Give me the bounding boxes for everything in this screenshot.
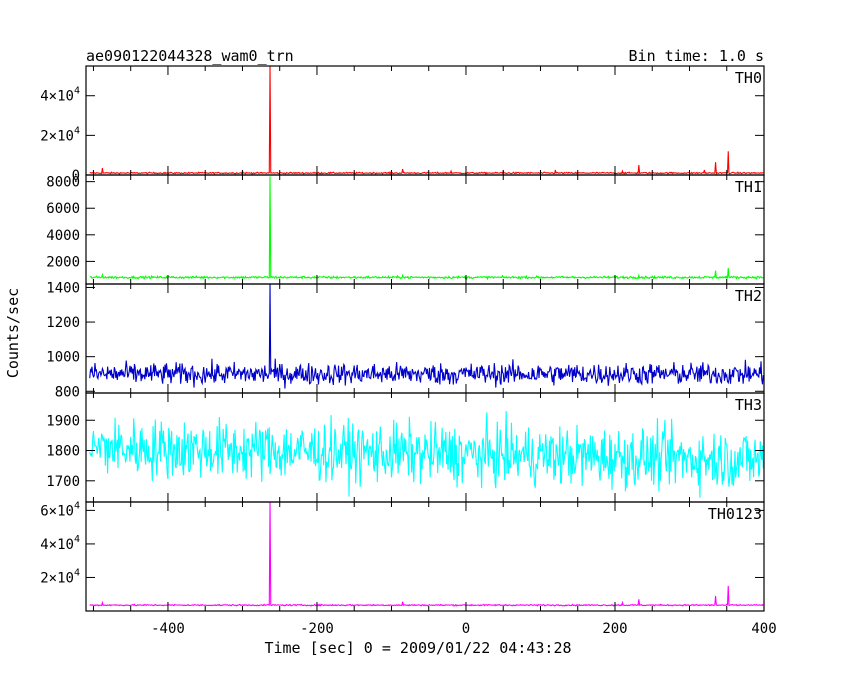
x-tick-label: -400 xyxy=(151,621,185,637)
y-tick-label: 2×104 xyxy=(40,567,80,586)
panel-label: TH0123 xyxy=(708,505,762,523)
series-line-th0 xyxy=(89,66,764,175)
panel-label: TH2 xyxy=(735,287,762,305)
y-tick-label: 1200 xyxy=(46,315,80,331)
y-tick-label: 6000 xyxy=(46,201,80,217)
y-tick-label: 8000 xyxy=(46,175,80,191)
panel-frame xyxy=(85,174,765,285)
bin-time-label: Bin time: 1.0 s xyxy=(629,47,764,65)
y-tick-label: 1900 xyxy=(46,413,80,429)
y-tick-label: 2×104 xyxy=(40,125,80,144)
y-tick-label: 1000 xyxy=(46,350,80,366)
series-line-th1 xyxy=(89,176,764,281)
panel-label: TH1 xyxy=(735,178,762,196)
x-axis-label: Time [sec] 0 = 2009/01/22 04:43:28 xyxy=(264,639,571,657)
y-tick-label: 4000 xyxy=(46,228,80,244)
x-tick-label: 0 xyxy=(462,621,470,637)
chart-title: ae090122044328_wam0_trn xyxy=(86,47,294,65)
y-tick-label: 6×104 xyxy=(40,500,80,519)
y-tick-label: 0 xyxy=(72,168,80,184)
y-tick-label: 4×104 xyxy=(40,534,80,553)
y-tick-label: 4×104 xyxy=(40,86,80,105)
y-tick-label: 1700 xyxy=(46,474,80,490)
x-tick-label: 400 xyxy=(751,621,776,637)
series-line-th2 xyxy=(89,284,764,389)
x-tick-label: -200 xyxy=(300,621,334,637)
series-line-th3 xyxy=(89,411,764,498)
panel-frame xyxy=(85,501,765,612)
panel-frame xyxy=(85,65,765,176)
y-tick-label: 800 xyxy=(55,384,80,400)
y-axis-label: Counts/sec xyxy=(4,288,22,378)
panel-label: TH3 xyxy=(735,396,762,414)
y-tick-label: 1800 xyxy=(46,444,80,460)
series-line-th0123 xyxy=(89,502,764,607)
y-tick-label: 2000 xyxy=(46,254,80,270)
y-tick-label: 1400 xyxy=(46,280,80,296)
panel-label: TH0 xyxy=(735,69,762,87)
x-tick-label: 200 xyxy=(602,621,627,637)
